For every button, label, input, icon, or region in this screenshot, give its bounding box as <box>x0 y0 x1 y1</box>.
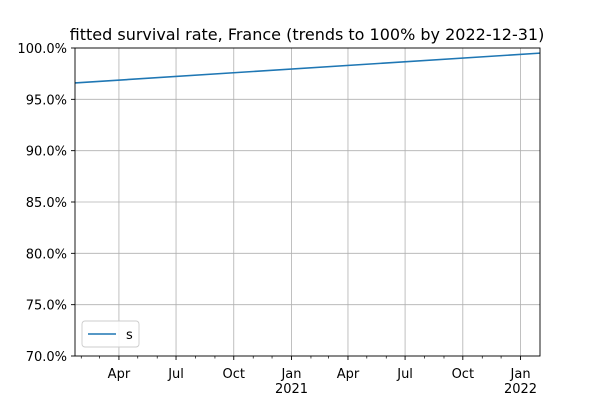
x-tick-label: Jan <box>510 367 531 382</box>
series-line-s <box>74 52 541 84</box>
y-tick-label: 80.0% <box>26 247 67 262</box>
chart-title: fitted survival rate, France (trends to … <box>70 25 545 44</box>
x-tick-label: Apr <box>337 367 360 382</box>
y-tick-label: 75.0% <box>26 299 67 314</box>
y-tick-label: 70.0% <box>26 350 67 365</box>
y-tick-label: 85.0% <box>26 196 67 211</box>
y-tick-label: 95.0% <box>26 93 67 108</box>
x-tick-label: Apr <box>108 367 131 382</box>
x-tick-label: Oct <box>223 367 245 382</box>
x-tick-label: Oct <box>452 367 474 382</box>
grid <box>75 47 540 357</box>
legend-label-s: s <box>126 328 133 343</box>
x-year-label: 2022 <box>504 382 537 397</box>
series-layer <box>74 52 541 84</box>
x-year-label: 2021 <box>275 382 308 397</box>
x-tick-label: Jul <box>167 367 184 382</box>
x-tick-label: Jan <box>280 367 301 382</box>
x-tick-label: Jul <box>396 367 413 382</box>
legend: s <box>81 320 140 348</box>
y-tick-label: 90.0% <box>26 145 67 160</box>
y-tick-label: 100.0% <box>17 42 67 57</box>
axes: 70.0% 75.0% 80.0% 85.0% 90.0% 95.0% 100.0% Apr J… <box>17 42 541 397</box>
